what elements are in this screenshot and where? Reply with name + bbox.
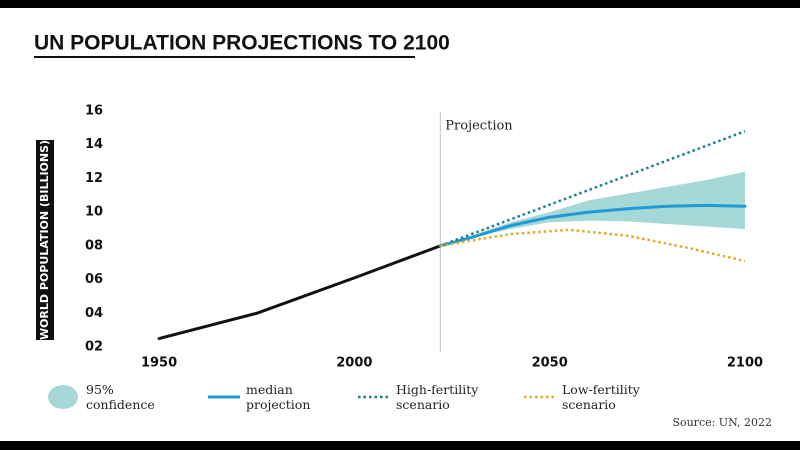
chart-title: UN POPULATION PROJECTIONS TO 2100 bbox=[34, 32, 450, 55]
legend-label: 95% confidence bbox=[86, 382, 155, 412]
legend-label: Low-fertility scenario bbox=[562, 382, 640, 412]
y-tick-label: 02 bbox=[85, 340, 103, 355]
y-label-box bbox=[36, 140, 54, 340]
y-tick-label: 04 bbox=[85, 306, 103, 321]
source: Source: UN, 2022 bbox=[672, 416, 772, 429]
legend-label: median projection bbox=[246, 382, 311, 412]
x-tick-label: 2000 bbox=[336, 356, 372, 371]
x-tick-label: 2050 bbox=[532, 356, 568, 371]
series-line bbox=[439, 130, 746, 248]
frame-bottom bbox=[0, 441, 800, 450]
confidence-band bbox=[440, 171, 745, 246]
series-line bbox=[440, 228, 746, 263]
legend-label: High-fertility scenario bbox=[396, 382, 479, 412]
legend-swatch bbox=[48, 385, 78, 409]
y-tick-label: 10 bbox=[85, 205, 103, 220]
series-line bbox=[438, 203, 747, 248]
annotation: Projection bbox=[445, 119, 513, 134]
series-line bbox=[157, 244, 442, 341]
y-tick-label: 12 bbox=[85, 171, 103, 186]
x-tick-label: 2100 bbox=[727, 356, 763, 371]
y-tick-label: 08 bbox=[85, 238, 103, 253]
y-tick-label: 14 bbox=[85, 137, 103, 152]
x-tick-label: 1950 bbox=[141, 356, 177, 371]
frame-top bbox=[0, 0, 800, 8]
y-axis-label: WORLD POPULATION (BILLIONS) bbox=[38, 140, 51, 340]
y-tick-label: 16 bbox=[85, 104, 103, 119]
y-tick-label: 06 bbox=[85, 272, 103, 287]
